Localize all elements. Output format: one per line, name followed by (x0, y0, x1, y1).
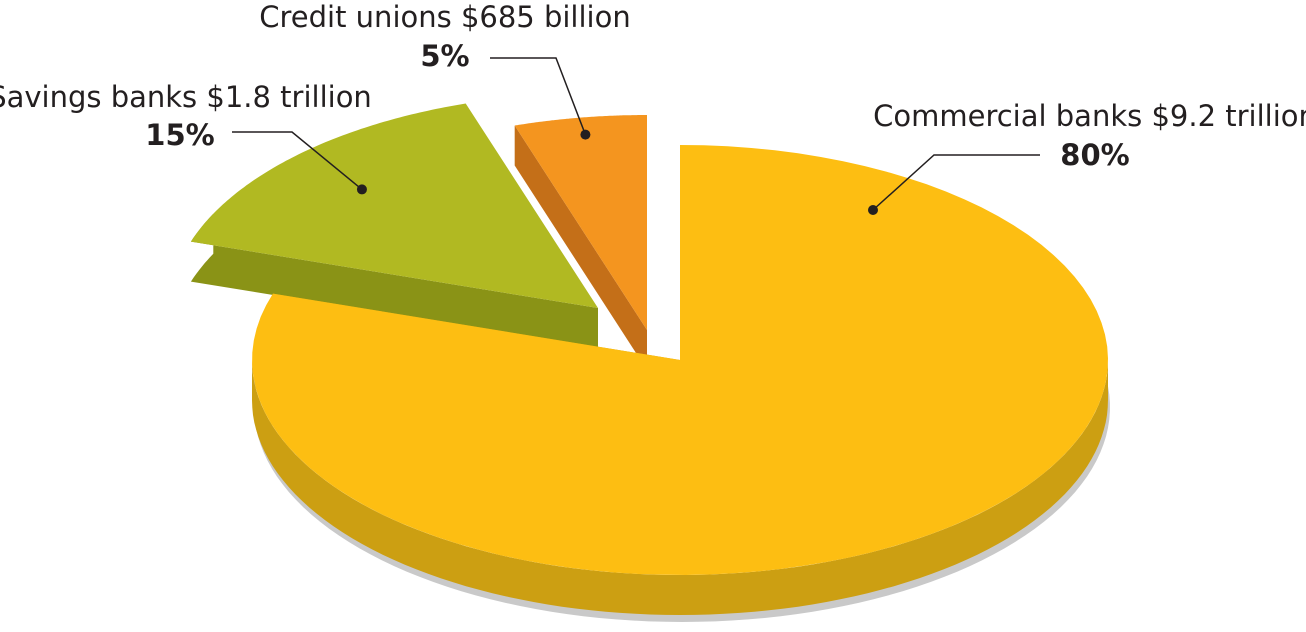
percent-commercial-banks: 80% (1060, 138, 1129, 172)
leader-line-credit-unions (490, 57, 587, 135)
leader-line-savings-banks (232, 131, 363, 190)
pie-slice-savings-banks (190, 103, 598, 348)
label-savings-banks: Savings banks $1.8 trillion (0, 80, 372, 114)
leader-lines (232, 57, 1040, 211)
leader-dot-savings-banks (356, 184, 367, 195)
pie-slice-credit-unions-top (514, 115, 647, 330)
label-credit-unions: Credit unions $685 billion (259, 0, 630, 34)
pie-slice-commercial-banks-top (252, 145, 1109, 575)
pie-slice-savings-banks-side (190, 213, 598, 348)
leader-dot-commercial-banks (868, 205, 878, 215)
pie-slice-savings-banks-top (190, 103, 598, 308)
leader-dots (356, 129, 878, 215)
percent-credit-unions: 5% (420, 39, 469, 73)
pie-slice-credit-unions-side (514, 125, 647, 370)
percent-savings-banks: 15% (145, 118, 214, 152)
leader-line-commercial-banks (872, 154, 1040, 211)
label-commercial-banks: Commercial banks $9.2 trillion (873, 99, 1306, 133)
pie-slice-credit-unions (514, 115, 647, 370)
pie-slice-commercial-banks (252, 145, 1109, 615)
leader-dot-credit-unions (580, 129, 591, 140)
